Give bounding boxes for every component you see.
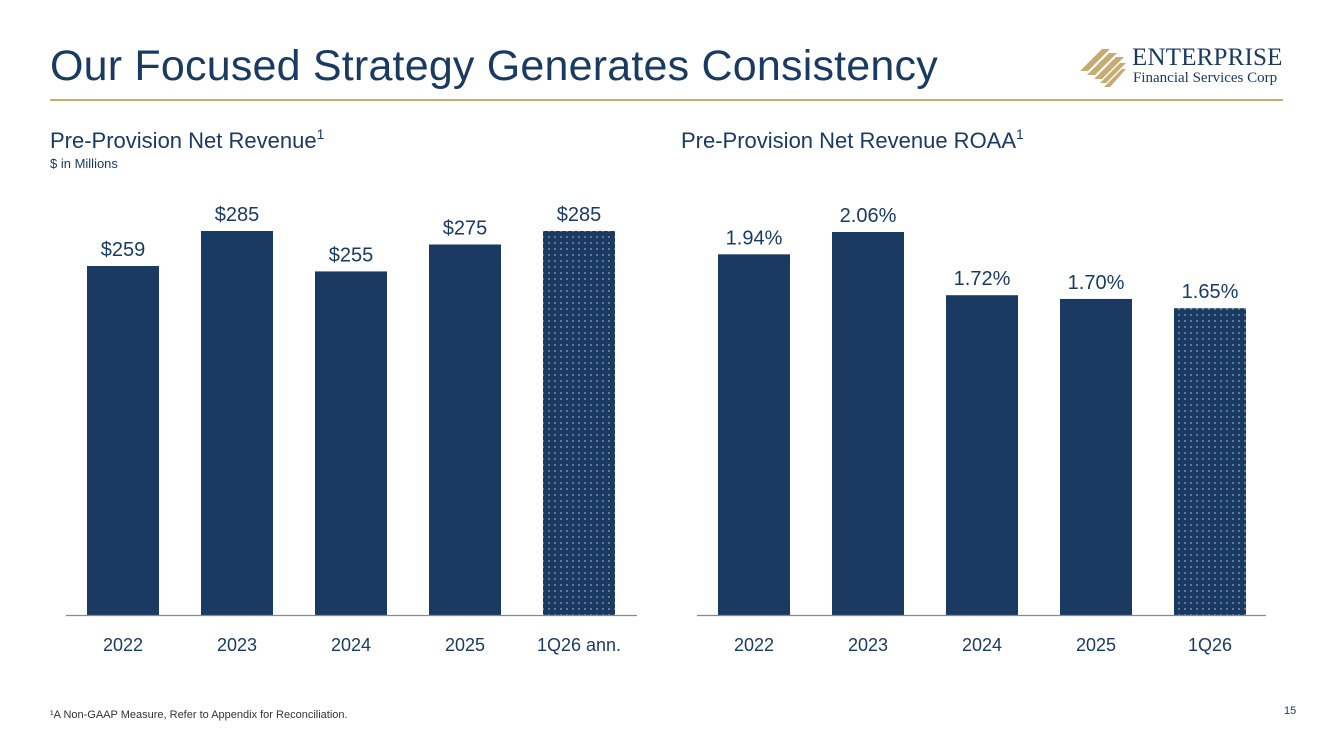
chart-2-bar-1 xyxy=(832,232,904,615)
chart-1-category-label-4: 1Q26 ann. xyxy=(537,635,621,655)
chart-1-value-label-0: $259 xyxy=(101,239,146,261)
chart-2-category-label-0: 2022 xyxy=(734,635,774,655)
logo-wordmark: ENTERPRISE xyxy=(1132,44,1283,71)
chart-2-value-label-4: 1.65% xyxy=(1182,281,1239,303)
chart-1-category-label-1: 2023 xyxy=(217,635,257,655)
chart-1-bar-2 xyxy=(315,271,387,615)
chart-1-category-label-3: 2025 xyxy=(445,635,485,655)
chart-1-value-label-3: $275 xyxy=(443,217,488,239)
chart-2-category-label-1: 2023 xyxy=(848,635,888,655)
chart-2-value-label-3: 1.70% xyxy=(1068,272,1125,294)
logo-tagline: Financial Services Corp xyxy=(1133,70,1278,86)
chart-1-bar-0 xyxy=(87,266,159,615)
chart-2-value-label-1: 2.06% xyxy=(840,205,897,227)
chart-1-category-label-2: 2024 xyxy=(331,635,371,655)
logo-mark-icon xyxy=(1080,49,1126,87)
chart-2-category-label-3: 2025 xyxy=(1076,635,1116,655)
chart-1-title: Pre-Provision Net Revenue1 xyxy=(50,126,325,153)
chart-1-bar-1 xyxy=(201,231,273,615)
footnote: ¹A Non-GAAP Measure, Refer to Appendix f… xyxy=(50,709,348,721)
chart-1-bar-4 xyxy=(543,231,615,615)
chart-2-category-label-4: 1Q26 xyxy=(1188,635,1232,655)
chart-1-subtitle: $ in Millions xyxy=(50,156,118,171)
chart-1-category-label-0: 2022 xyxy=(103,635,143,655)
chart-2-bar-4 xyxy=(1174,308,1246,615)
chart-2-bar-0 xyxy=(718,254,790,616)
page-title: Our Focused Strategy Generates Consisten… xyxy=(50,42,938,90)
enterprise-logo: ENTERPRISE Financial Services Corp xyxy=(1080,44,1285,94)
chart-2-value-label-2: 1.72% xyxy=(954,268,1011,290)
chart-2-title: Pre-Provision Net Revenue ROAA1 xyxy=(681,126,1024,153)
chart-2-bar-3 xyxy=(1060,298,1132,615)
page-number: 15 xyxy=(1284,705,1297,717)
chart-2-category-label-2: 2024 xyxy=(962,635,1002,655)
chart-2-bar-2 xyxy=(946,295,1018,615)
chart-1-value-label-1: $285 xyxy=(215,204,260,226)
title-divider xyxy=(50,99,1283,101)
chart-1-value-label-2: $255 xyxy=(329,244,374,266)
chart-2-value-label-0: 1.94% xyxy=(726,227,783,249)
chart-1-value-label-4: $285 xyxy=(557,204,602,226)
chart-1-bar-3 xyxy=(429,244,501,615)
